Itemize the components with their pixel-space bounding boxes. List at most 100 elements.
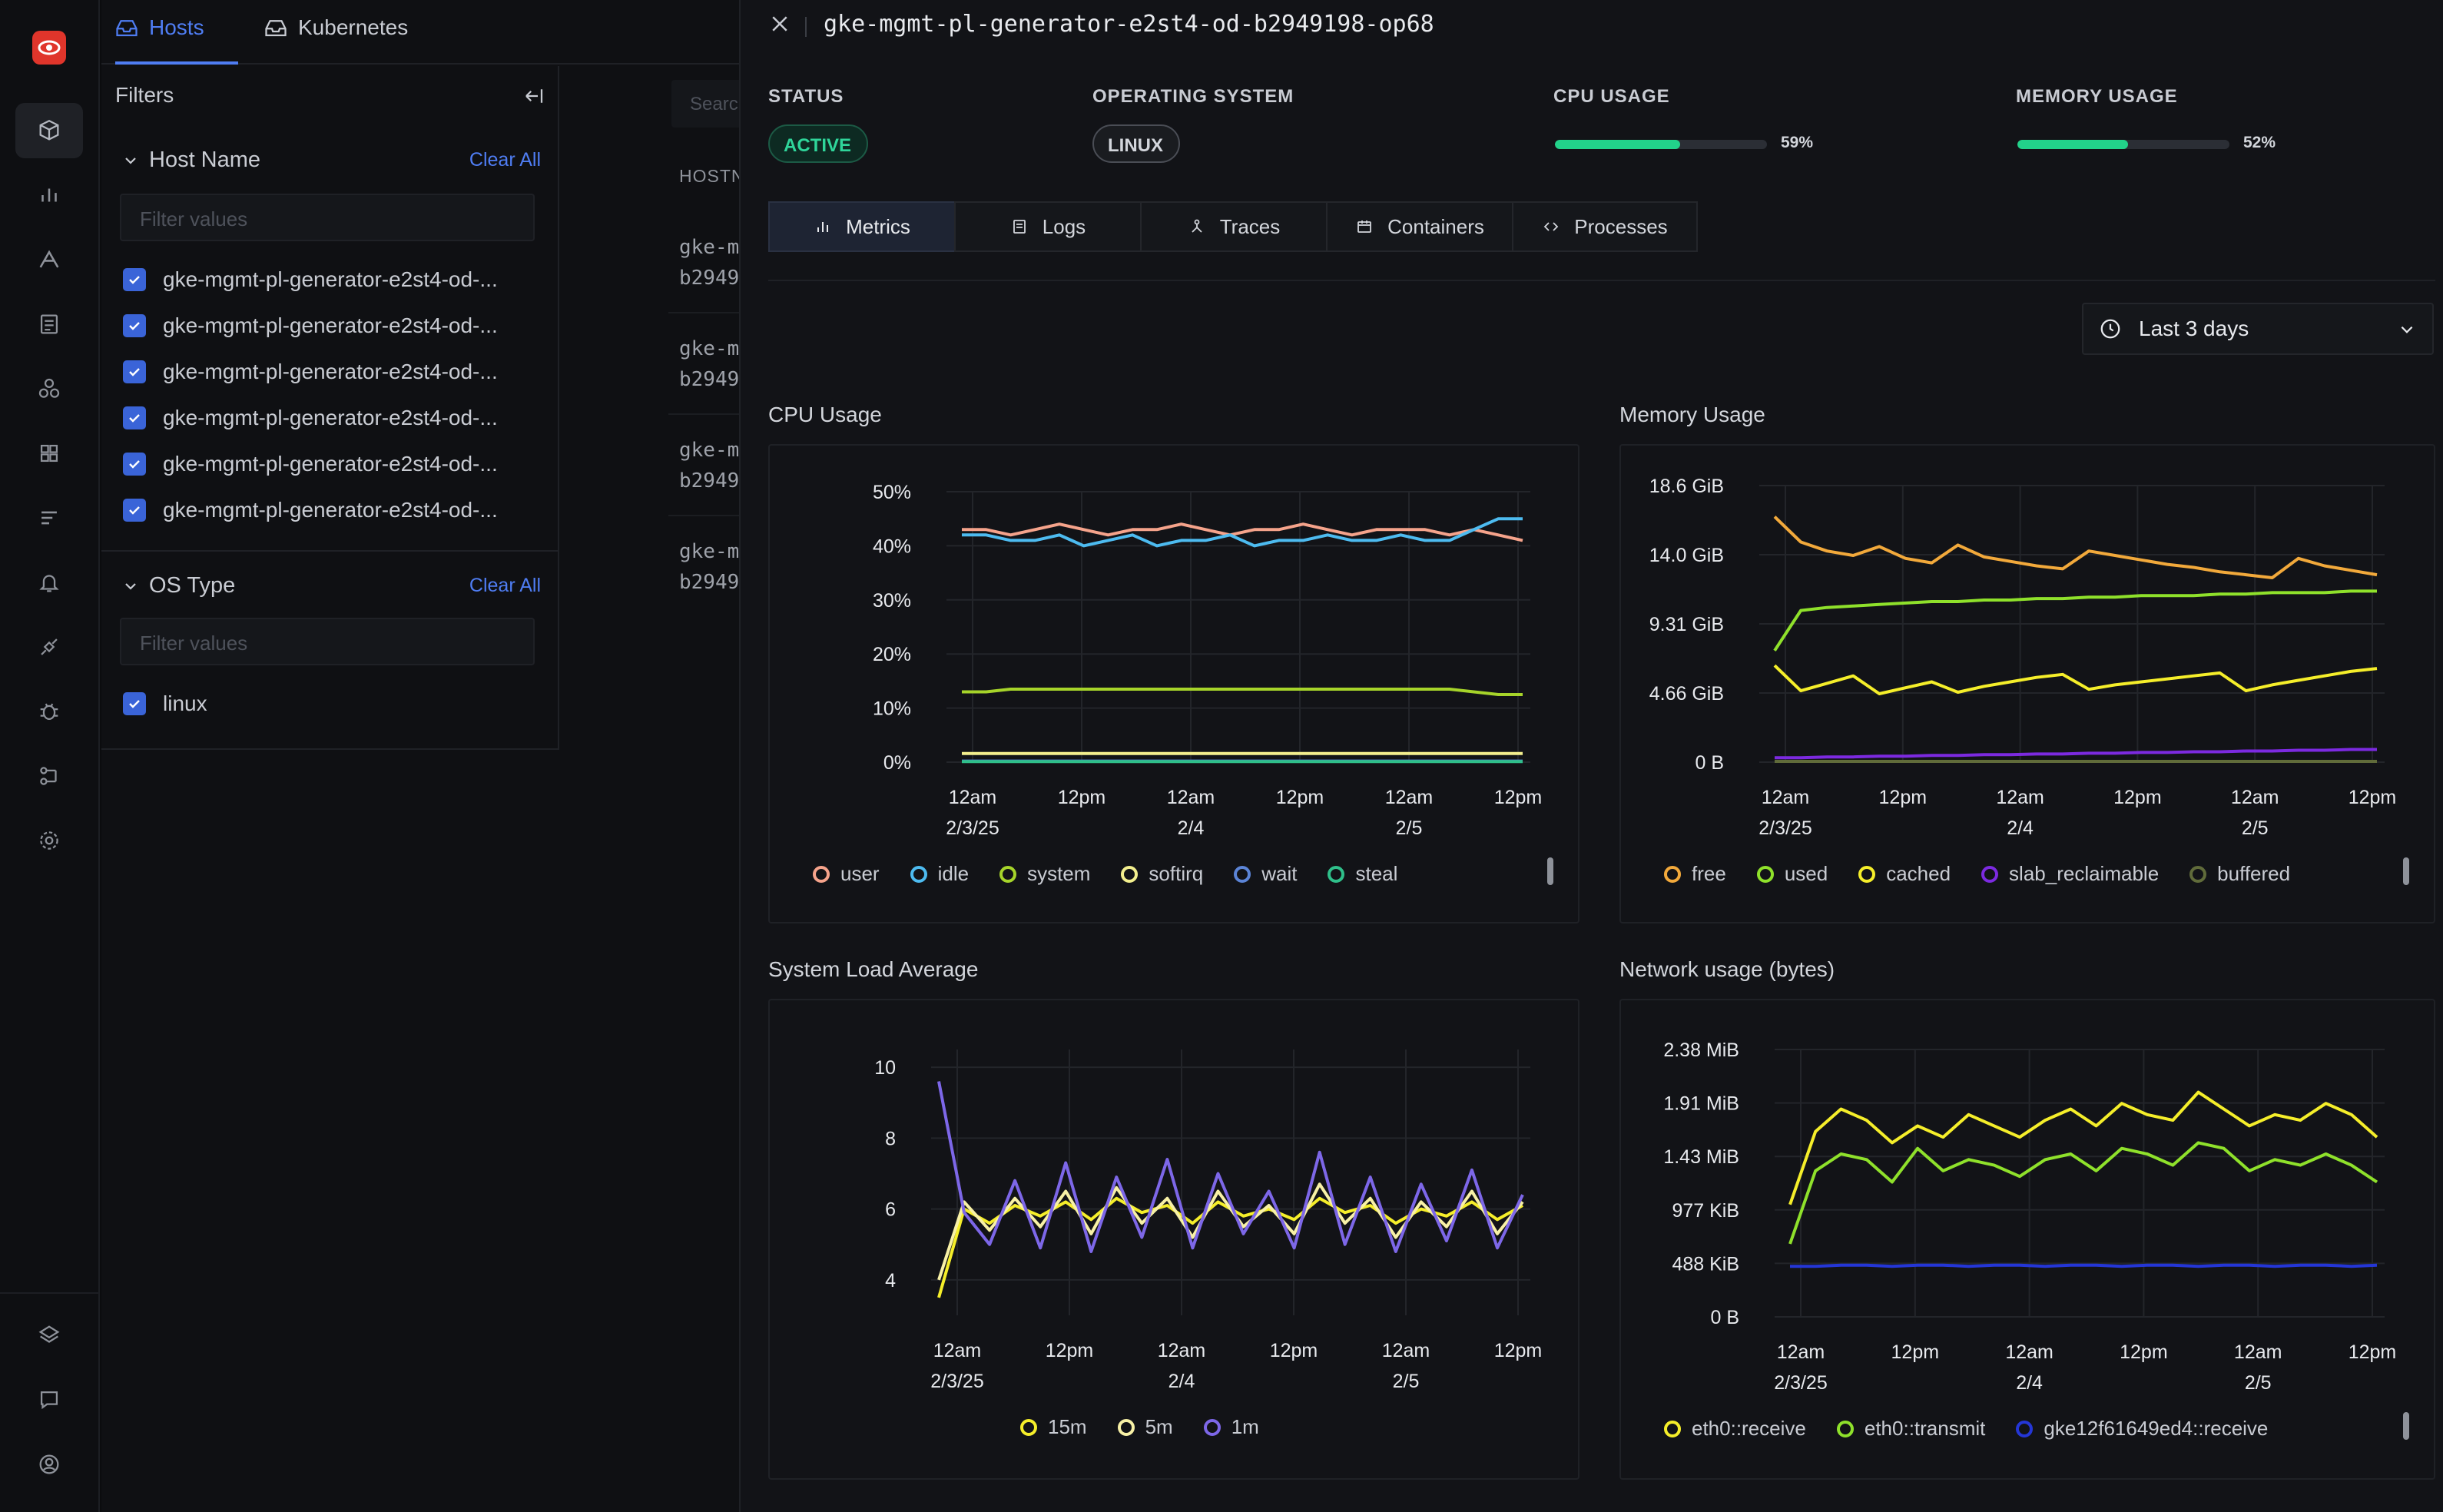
nav-infrastructure[interactable] [15,103,83,158]
legend-item[interactable]: eth0::receive [1664,1417,1806,1441]
os-label: OPERATING SYSTEM [1092,86,1294,107]
legend-item[interactable]: free [1664,862,1726,886]
cpu-usage-fill [1555,140,1680,149]
host-name-option[interactable]: gke-mgmt-pl-generator-e2st4-od-... [123,360,498,384]
legend-scrollbar[interactable] [2403,857,2409,885]
legend-scrollbar[interactable] [1547,857,1553,885]
x-tick-label: 12am [933,1340,982,1361]
checkbox-checked-icon [123,268,146,291]
host-name-option[interactable]: gke-mgmt-pl-generator-e2st4-od-... [123,498,498,522]
legend-item[interactable]: buffered [2189,862,2290,886]
legend-item[interactable]: wait [1234,862,1297,886]
tab-traces[interactable]: Traces [1140,201,1326,252]
services-icon [38,378,60,398]
nav-exceptions[interactable] [15,684,83,739]
host-name-option-label: gke-mgmt-pl-generator-e2st4-od-... [163,498,498,522]
host-name-toggle[interactable]: Host Name [123,148,260,173]
y-tick-label: 488 KiB [1672,1253,1739,1275]
legend-label: user [840,862,880,885]
legend-item[interactable]: eth0::transmit [1836,1417,1986,1441]
legend-label: idle [937,862,970,885]
os-type-toggle[interactable]: OS Type [123,573,235,598]
nav-settings[interactable] [15,813,83,868]
host-name-clear-all[interactable]: Clear All [469,149,541,171]
legend-item[interactable]: 1m [1203,1415,1259,1439]
legend-label: eth0::transmit [1864,1417,1986,1440]
tab-metrics[interactable]: Metrics [768,201,954,252]
host-name-option[interactable]: gke-mgmt-pl-generator-e2st4-od-... [123,406,498,430]
legend-item[interactable]: slab_reclaimable [1981,862,2159,886]
legend-scrollbar[interactable] [2403,1412,2409,1440]
legend-label: cached [1886,862,1951,885]
nav-logs[interactable] [15,297,83,352]
layers-icon [38,1325,60,1343]
host-name-option[interactable]: gke-mgmt-pl-generator-e2st4-od-... [123,452,498,476]
legend-item[interactable]: 5m [1117,1415,1173,1439]
series-line-free [1773,516,2378,579]
x-tick-label: 12pm [1879,787,1928,808]
legend-item[interactable]: idle [910,862,969,886]
series-line-eth0::transmit [1788,1141,2378,1245]
filters-panel: Filters Host Name Clear All Filter value… [101,66,559,750]
collapse-sidebar-icon[interactable] [522,85,545,108]
legend-item[interactable]: steal [1328,862,1397,886]
y-tick-label: 30% [873,590,911,612]
nav-dashboards[interactable] [15,167,83,223]
legend-swatch [813,865,830,883]
tab-logs[interactable]: Logs [954,201,1140,252]
legend-item[interactable]: cached [1858,862,1951,886]
app-logo[interactable] [32,31,66,65]
nav-integrations[interactable] [15,619,83,675]
x-tick-label: 12pm [1270,1340,1318,1361]
nav-alerts-list[interactable] [15,490,83,545]
legend-item[interactable]: 15m [1020,1415,1087,1439]
x-tick-label: 12am [1385,787,1434,808]
active-tab-indicator [115,61,238,65]
x-date-label: 2/5 [1393,1371,1420,1392]
tab-containers-label: Containers [1387,214,1484,238]
detail-tabs: Metrics Logs Traces Containers Processes [768,201,1698,252]
nav-pipelines[interactable] [15,748,83,804]
os-type-filter-input[interactable]: Filter values [120,618,535,665]
nav-apm[interactable] [15,232,83,287]
tab-hosts[interactable]: Hosts [115,15,204,40]
os-type-clear-all[interactable]: Clear All [469,575,541,596]
host-name-filter-input[interactable]: Filter values [120,194,535,241]
series-line-5m [937,1182,1524,1281]
nav-chat[interactable] [15,1372,83,1427]
x-tick-label: 12pm [2120,1341,2168,1363]
legend-swatch [1328,865,1345,883]
legend-label: gke12f61649ed4::receive [2044,1417,2269,1440]
checkbox-checked-icon [123,499,146,522]
os-type-option[interactable]: linux [123,691,207,716]
bug-icon [40,703,58,721]
tab-processes[interactable]: Processes [1512,201,1698,252]
time-range-select[interactable]: Last 3 days [2082,303,2434,355]
legend-item[interactable]: gke12f61649ed4::receive [2016,1417,2268,1441]
legend-item[interactable]: softirq [1121,862,1203,886]
host-name-title: Host Name [149,148,261,172]
legend-item[interactable]: system [999,862,1090,886]
legend-item[interactable]: used [1756,862,1828,886]
tab-traces-label: Traces [1219,214,1281,238]
tab-kubernetes[interactable]: Kubernetes [264,15,408,40]
inbox-icon [265,20,287,37]
legend-swatch [2016,1420,2034,1437]
host-name-option[interactable]: gke-mgmt-pl-generator-e2st4-od-... [123,313,498,338]
legend-item[interactable]: user [813,862,880,886]
x-tick-label: 12am [2231,787,2279,808]
close-icon[interactable] [768,12,791,35]
host-name-option[interactable]: gke-mgmt-pl-generator-e2st4-od-... [123,267,498,292]
x-date-label: 2/3/25 [1774,1372,1828,1394]
chat-icon [40,1391,58,1410]
tab-hosts-label: Hosts [149,15,204,39]
y-tick-label: 14.0 GiB [1649,545,1724,566]
series-line-system [962,688,1523,696]
nav-services[interactable] [15,361,83,416]
nav-alarms[interactable] [15,555,83,610]
nav-layers[interactable] [15,1308,83,1363]
chart-svg: 10 8 6 4 12am 2/3/25 12pm 12am 2/4 12pm 12am 2/5 12p… [874,1049,1542,1392]
nav-apps[interactable] [15,426,83,481]
tab-containers[interactable]: Containers [1326,201,1512,252]
nav-account[interactable] [15,1437,83,1492]
